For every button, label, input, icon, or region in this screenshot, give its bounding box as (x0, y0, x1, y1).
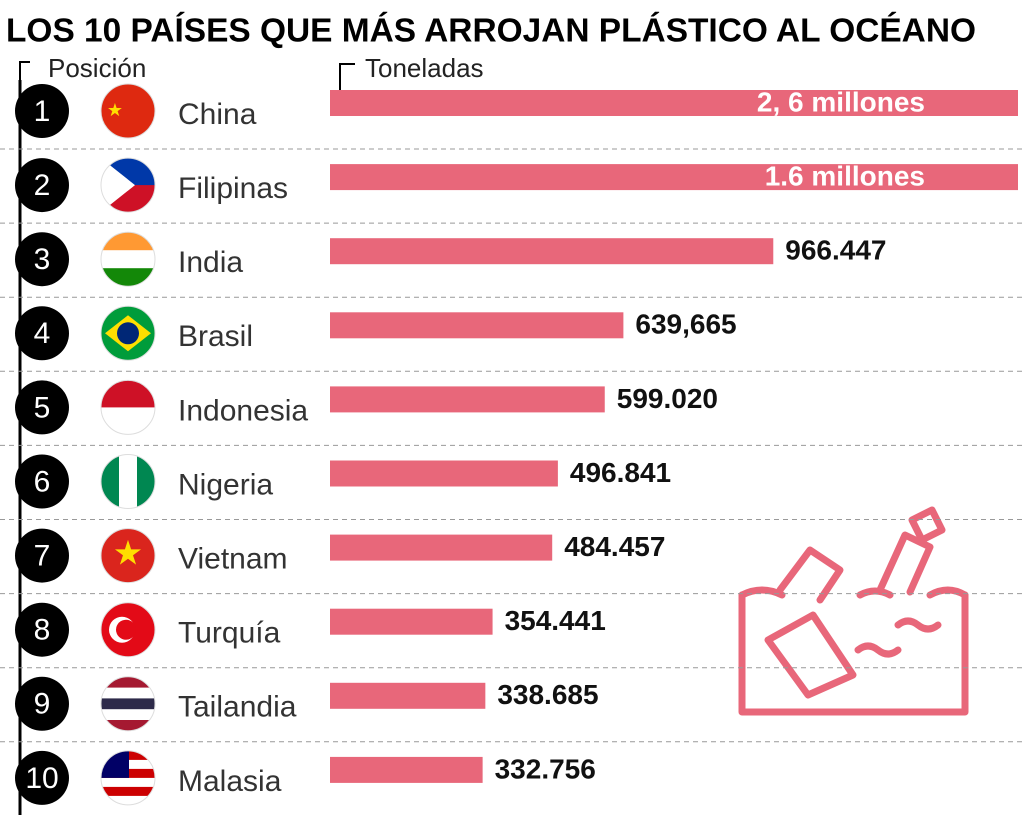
flag-rim (100, 528, 156, 584)
category-label: India (178, 246, 243, 279)
flag-stripe (101, 698, 155, 710)
flag-rim (100, 157, 156, 213)
flag-stripe (101, 687, 155, 699)
flag (101, 676, 155, 731)
rank-badge (15, 306, 69, 361)
flag-stripe (101, 268, 155, 287)
flag-stripe (101, 795, 155, 805)
category-label: Indonesia (178, 394, 308, 427)
flag-stripe (101, 380, 155, 408)
flag (101, 232, 155, 287)
category-label: Malasia (178, 765, 282, 798)
value-label: 332.756 (495, 753, 596, 784)
flag-stripe (119, 454, 137, 509)
plastic-icon (738, 506, 969, 716)
value-label: 1.6 millones (765, 160, 925, 191)
rank-header: Posición (48, 53, 146, 83)
rank-badge (15, 158, 69, 213)
flag-rim (100, 750, 156, 806)
rank-badge (15, 602, 69, 657)
bar (330, 90, 1018, 116)
flag-moon-cut (116, 619, 136, 640)
rank-number: 1 (34, 95, 51, 128)
flag-stripe (137, 454, 155, 509)
rank-badge (15, 84, 69, 138)
category-label: Nigeria (178, 468, 273, 501)
flag-stripe (101, 407, 155, 435)
rank-number: 5 (34, 391, 51, 424)
flag (101, 602, 155, 657)
category-label: Vietnam (178, 543, 288, 576)
flag-stripe (101, 454, 119, 509)
bar (330, 164, 1018, 191)
flag-star: ★ (107, 100, 123, 120)
category-label: Turquía (178, 617, 281, 650)
flag-globe (117, 322, 139, 345)
flag (101, 454, 155, 509)
flag (101, 750, 155, 805)
category-label: China (178, 98, 257, 131)
flag-star: ★ (113, 535, 143, 573)
bar (330, 682, 486, 709)
flag-stripe (101, 786, 155, 797)
flag-canton (101, 750, 129, 778)
flag-stripe (101, 676, 155, 689)
rank-badge (15, 380, 69, 435)
flag-triangle (101, 158, 135, 213)
bar (330, 460, 558, 487)
value-bracket (339, 63, 355, 96)
flag-stripe (101, 250, 155, 269)
rank-badge (15, 528, 69, 583)
flag-rim (100, 83, 156, 139)
bar (330, 312, 624, 339)
value-header: Toneladas (365, 53, 484, 83)
bar (330, 238, 774, 265)
rank-badge (15, 454, 69, 509)
rank-number: 7 (34, 540, 51, 573)
category-label: Tailandia (178, 691, 297, 724)
rank-badge (15, 750, 69, 805)
rank-number: 8 (34, 614, 51, 647)
rank-number: 3 (34, 243, 51, 276)
value-label: 599.020 (617, 383, 718, 414)
flag-rim (100, 676, 156, 732)
value-label: 2, 6 millones (757, 86, 925, 117)
bars (330, 90, 1018, 783)
flag-stripe (101, 720, 155, 731)
value-label: 484.457 (564, 531, 665, 562)
value-label: 338.685 (497, 679, 598, 710)
value-label: 496.841 (570, 457, 671, 488)
flag-rim (100, 305, 156, 361)
flag-rim (100, 454, 156, 509)
bar (330, 534, 553, 561)
chart-title: LOS 10 PAÍSES QUE MÁS ARROJAN PLÁSTICO A… (6, 12, 976, 49)
rank-number: 2 (34, 169, 51, 202)
category-label: Filipinas (178, 172, 288, 205)
flag-rim (100, 231, 156, 287)
value-label: 966.447 (785, 235, 886, 266)
flag-rim (100, 602, 156, 658)
rank-badge (15, 676, 69, 731)
category-label: Brasil (178, 320, 253, 353)
bar (330, 608, 493, 635)
flag-stripe (101, 528, 155, 583)
value-label: 639,665 (635, 309, 736, 340)
flag (101, 306, 155, 361)
flag-stripe (101, 232, 155, 251)
flag: ★ (101, 84, 155, 138)
flag-stripe (101, 84, 155, 138)
rank-number: 4 (34, 317, 51, 350)
flag-stripe (101, 709, 155, 721)
bar (330, 756, 483, 783)
rank-number: 9 (34, 688, 51, 721)
flag-stripe (101, 777, 155, 788)
value-label: 354.441 (505, 605, 606, 636)
rank-number: 10 (25, 762, 58, 795)
flag-rim (100, 379, 156, 435)
rank-badge (15, 232, 69, 287)
bar (330, 386, 605, 413)
flag: ★ (101, 528, 155, 583)
rank-number: 6 (34, 465, 51, 498)
